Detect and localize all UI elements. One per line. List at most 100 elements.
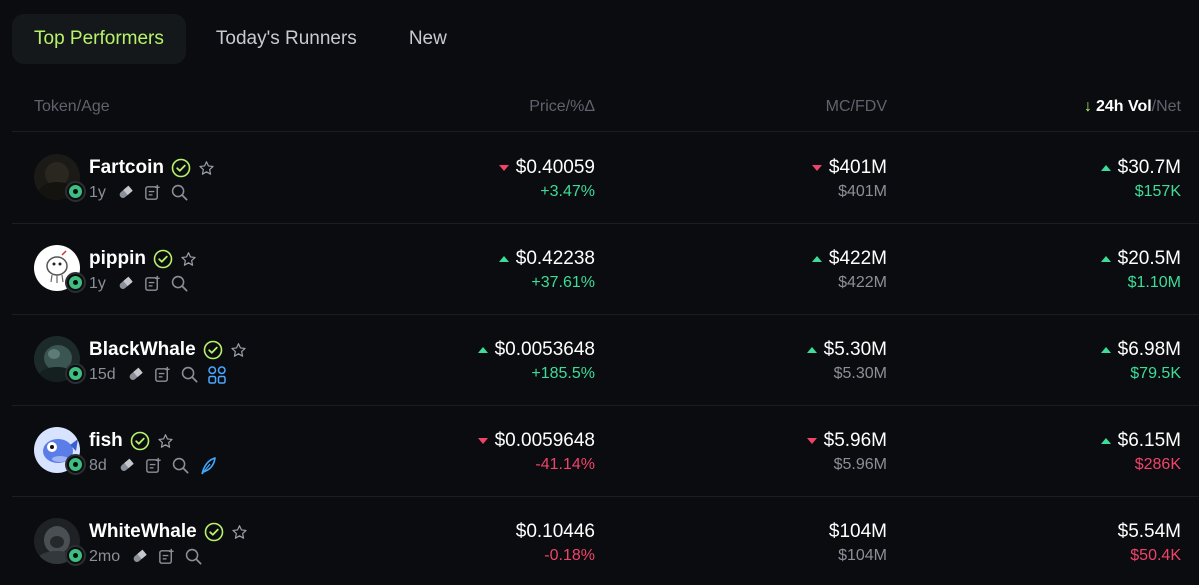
tab-new[interactable]: New bbox=[408, 28, 447, 49]
search-icon[interactable] bbox=[184, 547, 203, 566]
pump-badge-icon bbox=[65, 181, 86, 202]
table-header: Token/Age Price/%Δ MC/FDV ↓ 24h Vol/Net bbox=[12, 88, 1199, 132]
notes-icon[interactable] bbox=[143, 274, 162, 293]
star-favorite-icon[interactable] bbox=[230, 342, 247, 359]
volume-cell: $5.54M $50.4K bbox=[1118, 521, 1181, 567]
table-row[interactable]: Fartcoin 1y $0.40059 +3.47% $401M $401M $30.7M… bbox=[12, 133, 1199, 224]
mc-cell: $422M $422M bbox=[811, 248, 887, 294]
volume-trend-icon bbox=[1100, 165, 1111, 171]
sort-desc-icon: ↓ bbox=[1083, 98, 1092, 115]
notes-icon[interactable] bbox=[153, 365, 172, 384]
volume-value: $5.54M bbox=[1117, 521, 1181, 542]
star-favorite-icon[interactable] bbox=[198, 160, 215, 177]
table-row[interactable]: fish 8d $0.0059648 -41.14% $5.96M $5.96M $6.15… bbox=[12, 406, 1199, 497]
search-icon[interactable] bbox=[170, 274, 189, 293]
feather-icon[interactable] bbox=[198, 456, 217, 475]
volume-cell: $6.15M $286K bbox=[1100, 430, 1181, 476]
token-name[interactable]: Fartcoin bbox=[89, 157, 164, 178]
token-age: 1y bbox=[89, 274, 106, 292]
star-favorite-icon[interactable] bbox=[231, 524, 248, 541]
fdv-value: $5.96M bbox=[833, 456, 887, 473]
verified-check-icon bbox=[203, 340, 223, 360]
price-trend-icon bbox=[498, 256, 509, 262]
price-change: -0.18% bbox=[544, 547, 595, 564]
pill-icon[interactable] bbox=[116, 183, 135, 202]
token-name[interactable]: pippin bbox=[89, 248, 146, 269]
volume-value: $6.98M bbox=[1117, 339, 1181, 360]
notes-icon[interactable] bbox=[143, 183, 162, 202]
price-trend-icon bbox=[477, 438, 488, 444]
fdv-value: $422M bbox=[838, 274, 887, 291]
price-change: -41.14% bbox=[535, 456, 595, 473]
avatar-image bbox=[34, 427, 80, 473]
volume-value: $6.15M bbox=[1117, 430, 1181, 451]
token-avatar[interactable] bbox=[34, 427, 86, 475]
pill-icon[interactable] bbox=[126, 365, 145, 384]
volume-value: $30.7M bbox=[1117, 157, 1181, 178]
search-icon[interactable] bbox=[171, 456, 190, 475]
fdv-value: $401M bbox=[838, 183, 887, 200]
mc-trend-icon bbox=[811, 165, 822, 171]
volume-trend-icon bbox=[1100, 256, 1111, 262]
fdv-value: $5.30M bbox=[833, 365, 887, 382]
notes-icon[interactable] bbox=[157, 547, 176, 566]
market-cap-value: $422M bbox=[828, 248, 887, 269]
mc-cell: $401M $401M bbox=[811, 157, 887, 203]
column-header-token[interactable]: Token/Age bbox=[34, 98, 110, 115]
volume-cell: $6.98M $79.5K bbox=[1100, 339, 1181, 385]
group-icon[interactable] bbox=[207, 365, 226, 384]
mc-trend-icon bbox=[811, 256, 822, 262]
price-value: $0.0059648 bbox=[494, 430, 595, 451]
verified-check-icon bbox=[204, 522, 224, 542]
pump-badge-icon bbox=[65, 545, 86, 566]
volume-trend-icon bbox=[1100, 438, 1111, 444]
market-cap-value: $401M bbox=[828, 157, 887, 178]
pill-icon[interactable] bbox=[130, 547, 149, 566]
table-row[interactable]: WhiteWhale 2mo $0.10446 -0.18% $104M $104M $5.… bbox=[12, 497, 1199, 585]
price-change: +37.61% bbox=[531, 274, 595, 291]
token-avatar[interactable] bbox=[34, 154, 86, 202]
token-name[interactable]: WhiteWhale bbox=[89, 521, 197, 542]
tab-top-performers[interactable]: Top Performers bbox=[12, 14, 186, 64]
token-age: 15d bbox=[89, 365, 116, 383]
column-header-mc[interactable]: MC/FDV bbox=[825, 98, 887, 115]
table-row[interactable]: pippin 1y $0.42238 +37.61% $422M $422M $20.5M $… bbox=[12, 224, 1199, 315]
net-value: $157K bbox=[1134, 183, 1181, 200]
tab-bar: Top Performers Today's Runners New bbox=[12, 14, 477, 64]
table-row[interactable]: BlackWhale 15d $0.0053648 +185.5% $5.30M $5.3… bbox=[12, 315, 1199, 406]
star-favorite-icon[interactable] bbox=[157, 433, 174, 450]
token-name[interactable]: fish bbox=[89, 430, 123, 451]
column-header-vol-label: 24h Vol bbox=[1095, 98, 1152, 115]
column-header-price[interactable]: Price/%Δ bbox=[529, 98, 595, 115]
price-cell: $0.42238 +37.61% bbox=[498, 248, 595, 294]
net-value: $1.10M bbox=[1127, 274, 1181, 291]
token-name[interactable]: BlackWhale bbox=[89, 339, 196, 360]
token-avatar[interactable] bbox=[34, 336, 86, 384]
net-value: $50.4K bbox=[1130, 547, 1181, 564]
mc-cell: $5.30M $5.30M bbox=[806, 339, 887, 385]
price-change: +3.47% bbox=[540, 183, 595, 200]
token-avatar[interactable] bbox=[34, 245, 86, 293]
volume-trend-icon bbox=[1100, 347, 1111, 353]
price-value: $0.10446 bbox=[515, 521, 595, 542]
mc-cell: $104M $104M bbox=[829, 521, 887, 567]
token-avatar[interactable] bbox=[34, 518, 86, 566]
mc-cell: $5.96M $5.96M bbox=[806, 430, 887, 476]
pill-icon[interactable] bbox=[117, 456, 136, 475]
notes-icon[interactable] bbox=[144, 456, 163, 475]
search-icon[interactable] bbox=[180, 365, 199, 384]
market-cap-value: $5.30M bbox=[823, 339, 887, 360]
fdv-value: $104M bbox=[838, 547, 887, 564]
tab-todays-runners[interactable]: Today's Runners bbox=[215, 28, 357, 49]
star-favorite-icon[interactable] bbox=[180, 251, 197, 268]
verified-check-icon bbox=[153, 249, 173, 269]
pill-icon[interactable] bbox=[116, 274, 135, 293]
market-cap-value: $5.96M bbox=[823, 430, 887, 451]
pump-badge-icon bbox=[65, 363, 86, 384]
pump-badge-icon bbox=[65, 454, 86, 475]
column-header-volume[interactable]: ↓ 24h Vol/Net bbox=[1084, 98, 1181, 116]
price-change: +185.5% bbox=[531, 365, 595, 382]
price-cell: $0.0053648 +185.5% bbox=[477, 339, 595, 385]
token-age: 8d bbox=[89, 456, 107, 474]
search-icon[interactable] bbox=[170, 183, 189, 202]
